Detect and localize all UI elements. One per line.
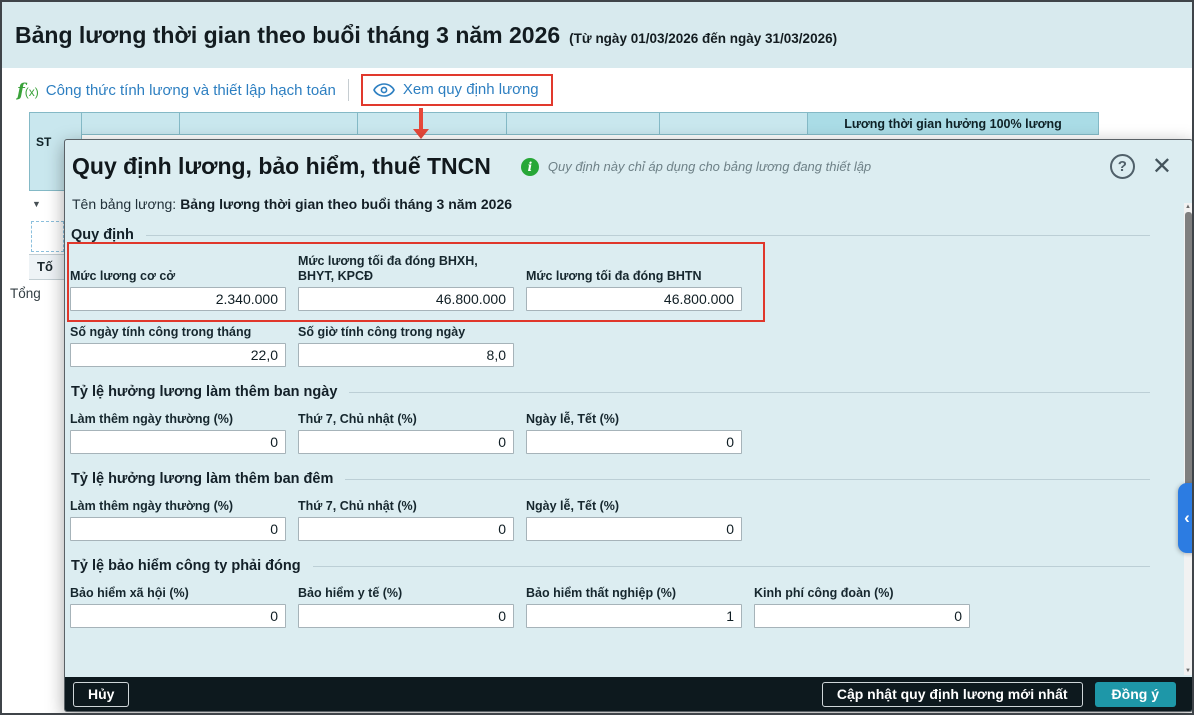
update-latest-rules-button[interactable]: Cập nhật quy định lương mới nhất <box>821 681 1083 707</box>
chevron-left-icon: ‹ <box>1184 508 1190 527</box>
formula-settings-link[interactable]: Công thức tính lương và thiết lập hạch t… <box>45 81 336 99</box>
so-ngay-cong-input[interactable] <box>70 343 286 367</box>
ot-dem-row: Làm thêm ngày thường (%) Thứ 7, Chủ nhật… <box>70 497 1192 541</box>
dialog-footer: Hủy Cập nhật quy định lương mới nhất Đồn… <box>65 677 1192 711</box>
toolbar-separator <box>347 79 349 101</box>
annotation-arrow-icon <box>413 108 429 139</box>
ot-ngay-t7cn-input[interactable] <box>298 430 514 454</box>
bhxh-input[interactable] <box>70 604 286 628</box>
payroll-name-label: Tên bảng lương: <box>72 196 177 212</box>
field-ot-dem-t7cn: Thứ 7, Chủ nhật (%) <box>298 497 514 541</box>
field-so-ngay-cong: Số ngày tính công trong tháng <box>70 323 286 367</box>
bhtn-input[interactable] <box>526 604 742 628</box>
dialog-header: Quy định lương, bảo hiểm, thuế TNCN i Qu… <box>65 140 1192 180</box>
ot-ngay-row: Làm thêm ngày thường (%) Thứ 7, Chủ nhật… <box>70 410 1192 454</box>
section-ot-dem: Tỷ lệ hưởng lương làm thêm ban đêm <box>71 471 1150 487</box>
ot-ngay-le-input[interactable] <box>526 430 742 454</box>
field-ot-ngay-thuong: Làm thêm ngày thường (%) <box>70 410 286 454</box>
base-salary-row: Mức lương cơ cở Mức lương tối đa đóng BH… <box>65 242 1192 322</box>
background-total-row: Tố <box>29 254 64 280</box>
toolbar: f (x) Công thức tính lương và thiết lập … <box>2 68 1192 112</box>
muc-luong-co-so-input[interactable] <box>70 287 286 311</box>
bhyt-input[interactable] <box>298 604 514 628</box>
page-date-range: (Từ ngày 01/03/2026 đến ngày 31/03/2026) <box>569 31 838 46</box>
salary-rules-dialog: Quy định lương, bảo hiểm, thuế TNCN i Qu… <box>64 139 1192 712</box>
dialog-scrollbar[interactable]: ▲ ▼ <box>1184 203 1192 675</box>
payroll-name-value: Bảng lương thời gian theo buổi tháng 3 n… <box>180 196 513 212</box>
info-icon: i <box>520 157 539 176</box>
field-kpcd: Kinh phí công đoàn (%) <box>754 584 970 628</box>
kpcd-input[interactable] <box>754 604 970 628</box>
ot-dem-le-input[interactable] <box>526 517 742 541</box>
field-toi-da-bhtn: Mức lương tối đa đóng BHTN <box>526 252 742 311</box>
scrollbar-down-icon[interactable]: ▼ <box>1185 668 1191 674</box>
field-toi-da-bhxh: Mức lương tối đa đóng BHXH, BHYT, KPCĐ <box>298 252 514 311</box>
dialog-title: Quy định lương, bảo hiểm, thuế TNCN <box>72 153 491 179</box>
field-muc-luong-co-so: Mức lương cơ cở <box>70 252 286 311</box>
field-bhyt: Bảo hiểm y tế (%) <box>298 584 514 628</box>
bao-hiem-row: Bảo hiểm xã hội (%) Bảo hiểm y tế (%) Bả… <box>70 584 1192 628</box>
so-gio-cong-input[interactable] <box>298 343 514 367</box>
cancel-button[interactable]: Hủy <box>73 681 130 707</box>
close-icon[interactable]: ✕ <box>1151 152 1172 180</box>
formula-fx-icon: f (x) <box>17 79 39 101</box>
ok-button[interactable]: Đồng ý <box>1094 681 1176 707</box>
field-ot-ngay-t7cn: Thứ 7, Chủ nhật (%) <box>298 410 514 454</box>
toi-da-bhtn-input[interactable] <box>526 287 742 311</box>
eye-icon <box>372 82 395 97</box>
page-title: Bảng lương thời gian theo buổi tháng 3 n… <box>15 22 561 48</box>
section-bao-hiem: Tỷ lệ bảo hiểm công ty phải đóng <box>71 558 1150 574</box>
group-header-cell: Lương thời gian hưởng 100% lương <box>808 113 1099 134</box>
section-quy-dinh: Quy định <box>71 227 1150 243</box>
field-bhxh: Bảo hiểm xã hội (%) <box>70 584 286 628</box>
page-header: Bảng lương thời gian theo buổi tháng 3 n… <box>2 2 1192 68</box>
scrollbar-up-icon[interactable]: ▲ <box>1185 204 1191 210</box>
background-selected-cell <box>31 221 64 252</box>
view-salary-rules-link[interactable]: Xem quy định lương <box>402 81 539 98</box>
field-ot-dem-le: Ngày lễ, Tết (%) <box>526 497 742 541</box>
working-time-row: Số ngày tính công trong tháng Số giờ tín… <box>70 323 1192 367</box>
background-table-header-row: Lương thời gian hưởng 100% lương <box>29 112 1099 135</box>
payroll-name-row: Tên bảng lương: Bảng lương thời gian theo… <box>72 196 1192 212</box>
field-bhtn: Bảo hiểm thất nghiệp (%) <box>526 584 742 628</box>
field-ot-ngay-le: Ngày lễ, Tết (%) <box>526 410 742 454</box>
filter-dropdown-arrow-icon: ▼ <box>32 199 41 209</box>
collapse-panel-tab[interactable]: ‹ <box>1178 483 1192 553</box>
ot-ngay-thuong-input[interactable] <box>70 430 286 454</box>
dialog-info-note: i Quy định này chỉ áp dụng cho bảng lươn… <box>520 157 871 176</box>
view-salary-rules-highlight: Xem quy định lương <box>360 74 553 106</box>
ot-dem-thuong-input[interactable] <box>70 517 286 541</box>
ot-dem-t7cn-input[interactable] <box>298 517 514 541</box>
help-icon[interactable]: ? <box>1109 154 1135 179</box>
scrollbar-thumb[interactable] <box>1184 212 1192 508</box>
section-ot-ngay: Tỷ lệ hưởng lương làm thêm ban ngày <box>71 384 1150 400</box>
toi-da-bhxh-input[interactable] <box>298 287 514 311</box>
field-ot-dem-thuong: Làm thêm ngày thường (%) <box>70 497 286 541</box>
field-so-gio-cong: Số giờ tính công trong ngày <box>298 323 514 367</box>
background-total-label: Tổng <box>10 286 41 301</box>
